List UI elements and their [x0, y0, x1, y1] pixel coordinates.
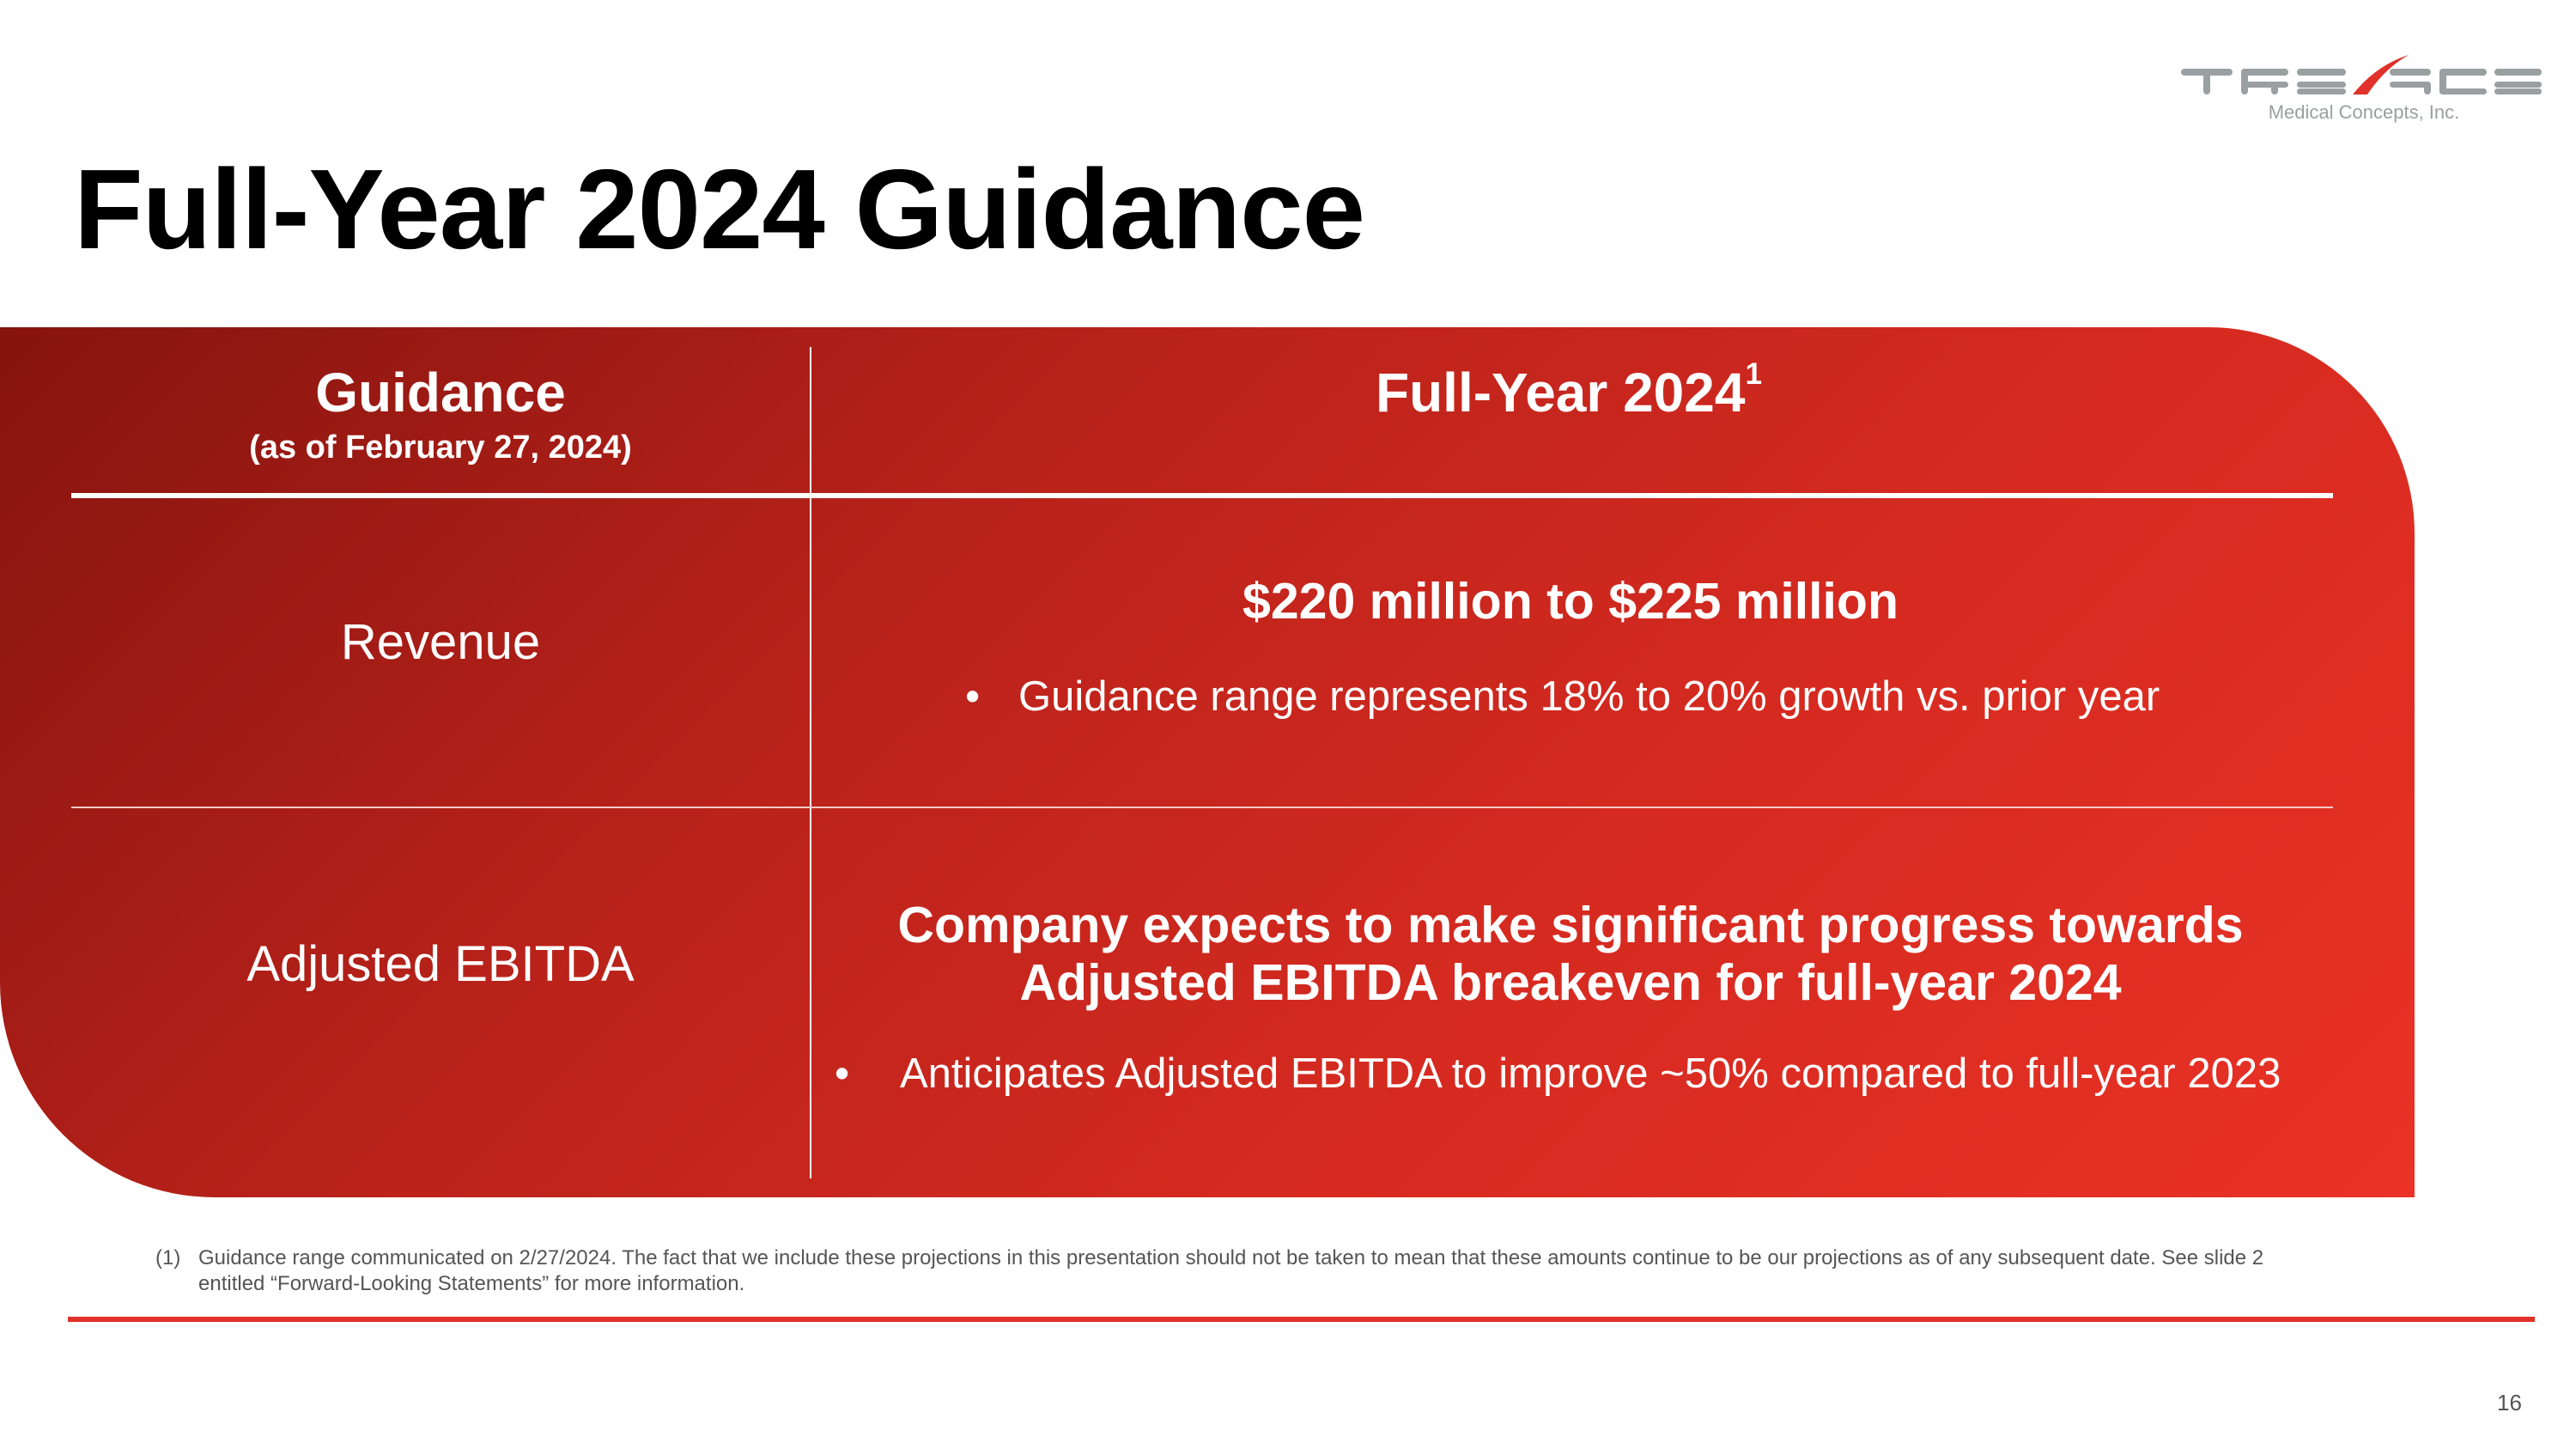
header-divider [71, 493, 2333, 498]
footnote-line2: entitled “Forward-Looking Statements” fo… [198, 1272, 745, 1295]
column-divider [810, 347, 811, 1178]
page-number: 16 [2497, 1390, 2522, 1416]
revenue-headline: $220 million to $225 million [1242, 573, 1899, 630]
ebitda-headline-line1: Company expects to make significant prog… [897, 897, 2244, 953]
bullet-glyph: • [835, 1050, 850, 1097]
page-title: Full-Year 2024 Guidance [74, 146, 1365, 272]
logo-tagline: Medical Concepts, Inc. [2269, 101, 2460, 123]
row-divider [71, 807, 2333, 808]
ebitda-bullet: Anticipates Adjusted EBITDA to improve ~… [900, 1050, 2281, 1097]
footnote-marker: (1) [155, 1246, 181, 1269]
company-logo: Medical Concepts, Inc. [2177, 50, 2546, 127]
bullet-glyph: • [965, 673, 981, 720]
ebitda-headline-line2: Adjusted EBITDA breakeven for full-year … [1019, 954, 2122, 1011]
revenue-bullet: Guidance range represents 18% to 20% gro… [1018, 673, 2160, 720]
footnote-ref: 1 [1745, 357, 1763, 391]
col1-subheader: (as of February 27, 2024) [249, 429, 632, 466]
footnote-line1: Guidance range communicated on 2/27/2024… [198, 1246, 2264, 1269]
col1-header: Guidance [315, 362, 566, 423]
row-label-revenue: Revenue [340, 614, 541, 670]
col2-header: Full-Year 20241 [1375, 357, 1762, 424]
footer-rule [68, 1317, 2535, 1322]
row-label-adjusted-ebitda: Adjusted EBITDA [246, 936, 635, 992]
guidance-panel [0, 327, 2415, 1197]
col2-header-text: Full-Year 2024 [1375, 362, 1746, 423]
